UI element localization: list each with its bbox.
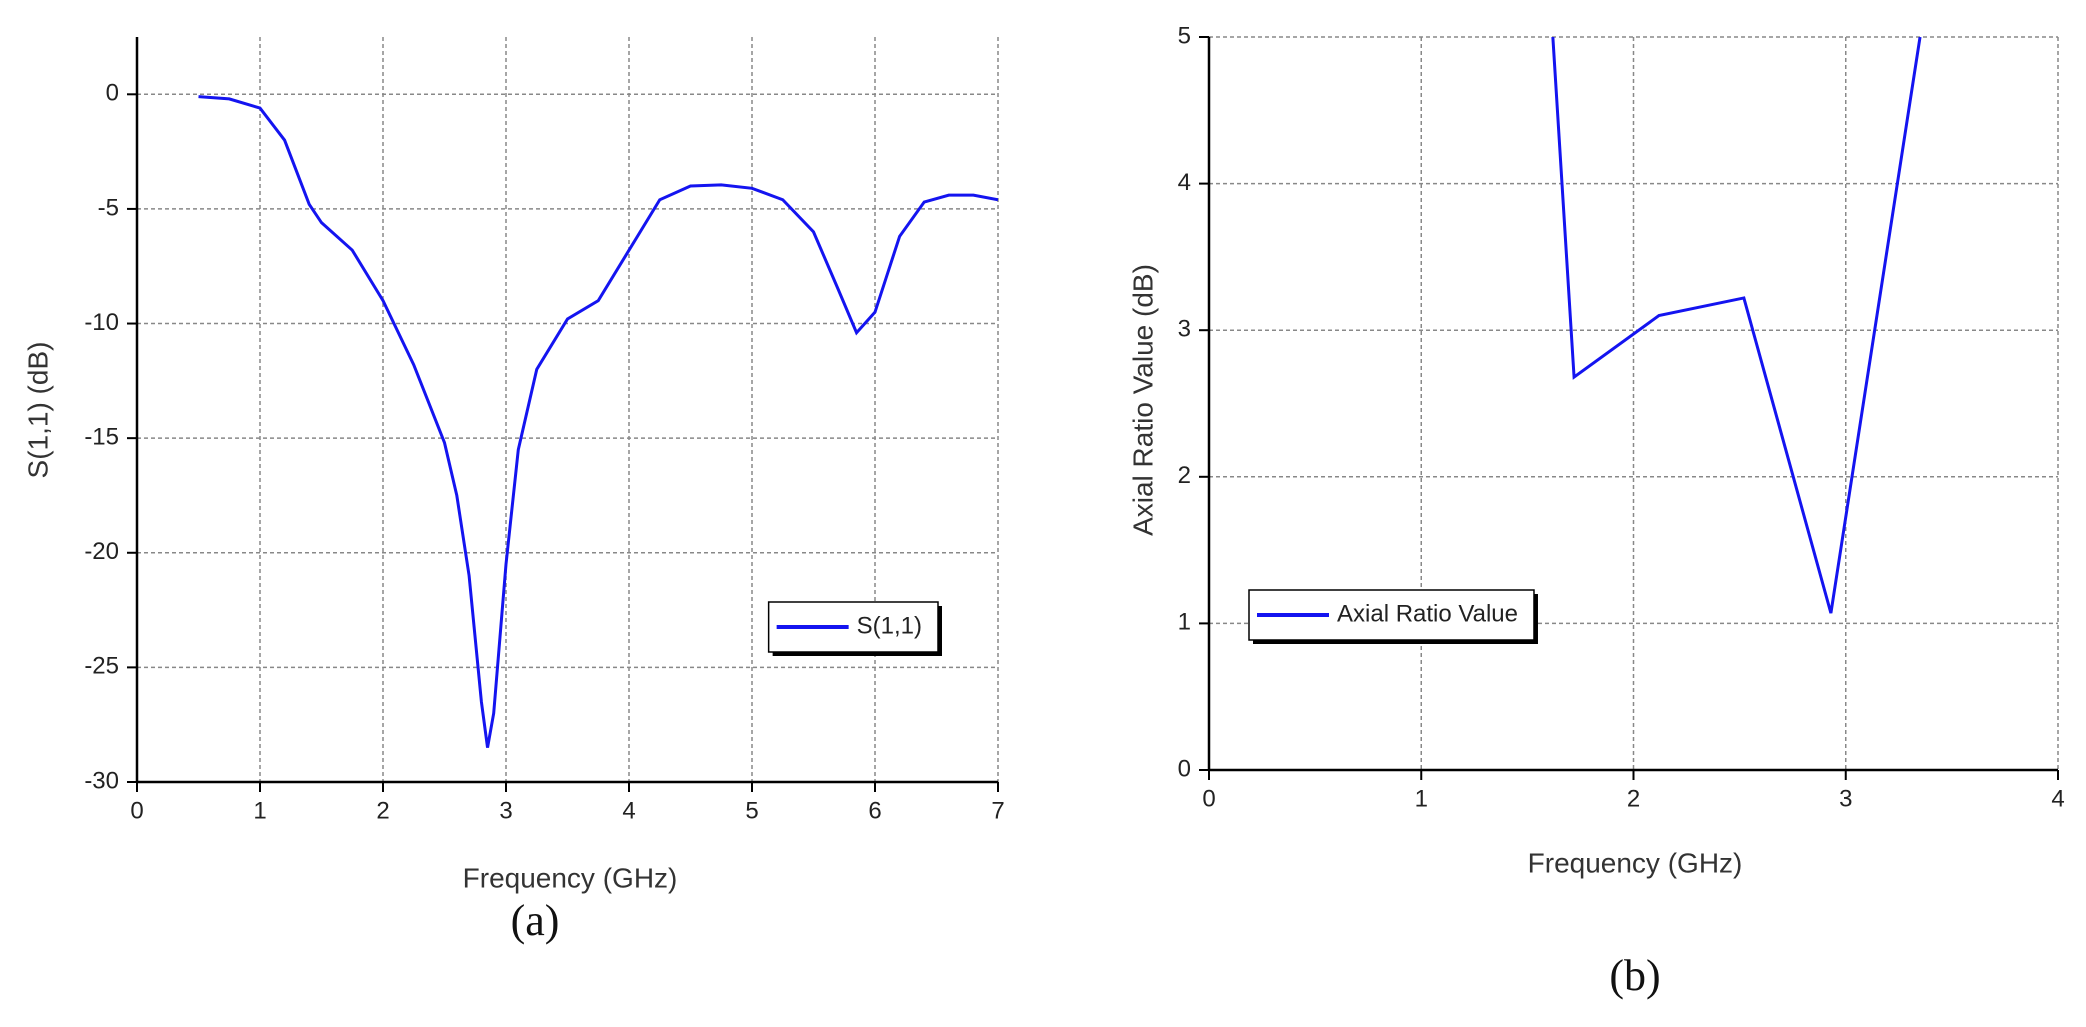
y-tick-label: -20 (84, 538, 119, 565)
x-tick-label: 2 (1627, 785, 1640, 812)
x-axis-label: Frequency (GHz) (1528, 847, 1743, 878)
series-line (1551, 37, 1922, 614)
y-tick-label: 0 (106, 80, 119, 107)
y-tick-label: -30 (84, 767, 119, 794)
chart: 0 1 2 3 4 0 1 2 3 4 5 Frequency (GHz) Axial Ratio Va… (1127, 22, 2064, 1000)
x-tick-label: 1 (253, 797, 266, 824)
x-tick-label: 3 (1839, 785, 1852, 812)
x-tick-label: 0 (130, 797, 143, 824)
legend: Axial Ratio Value (1248, 589, 1538, 644)
caption: (b) (1609, 951, 1660, 1000)
series-line (198, 95, 998, 748)
x-tick-label: 2 (376, 797, 389, 824)
chart: 0 1 2 3 4 5 6 7 0 -5 -10 -15 -20 -25 -30 Frequency (GHz… (22, 37, 1005, 945)
y-tick-label: 5 (1178, 22, 1191, 49)
y-tick-label: 4 (1178, 169, 1191, 196)
y-axis-label: S(1,1) (dB) (22, 342, 53, 479)
legend: S(1,1) (767, 601, 942, 656)
x-tick-label: 6 (868, 797, 881, 824)
y-tick-label: -15 (84, 423, 119, 450)
y-tick-label: 0 (1178, 755, 1191, 782)
x-tick-label: 7 (991, 797, 1004, 824)
x-tick-label: 1 (1415, 785, 1428, 812)
y-tick-label: -10 (84, 309, 119, 336)
x-tick-label: 5 (745, 797, 758, 824)
x-tick-label: 4 (2051, 785, 2064, 812)
legend-label: S(1,1) (857, 612, 922, 639)
y-tick-label: 2 (1178, 462, 1191, 489)
y-tick-label: -5 (98, 194, 119, 221)
y-tick-label: -25 (84, 653, 119, 680)
y-axis-label: Axial Ratio Value (dB) (1127, 264, 1158, 536)
x-tick-label: 0 (1202, 785, 1215, 812)
legend-label: Axial Ratio Value (1337, 600, 1518, 627)
x-tick-label: 4 (622, 797, 635, 824)
y-tick-label: 3 (1178, 316, 1191, 343)
x-axis-label: Frequency (GHz) (463, 862, 678, 893)
x-tick-label: 3 (499, 797, 512, 824)
y-tick-label: 1 (1178, 609, 1191, 636)
caption: (a) (511, 896, 560, 945)
